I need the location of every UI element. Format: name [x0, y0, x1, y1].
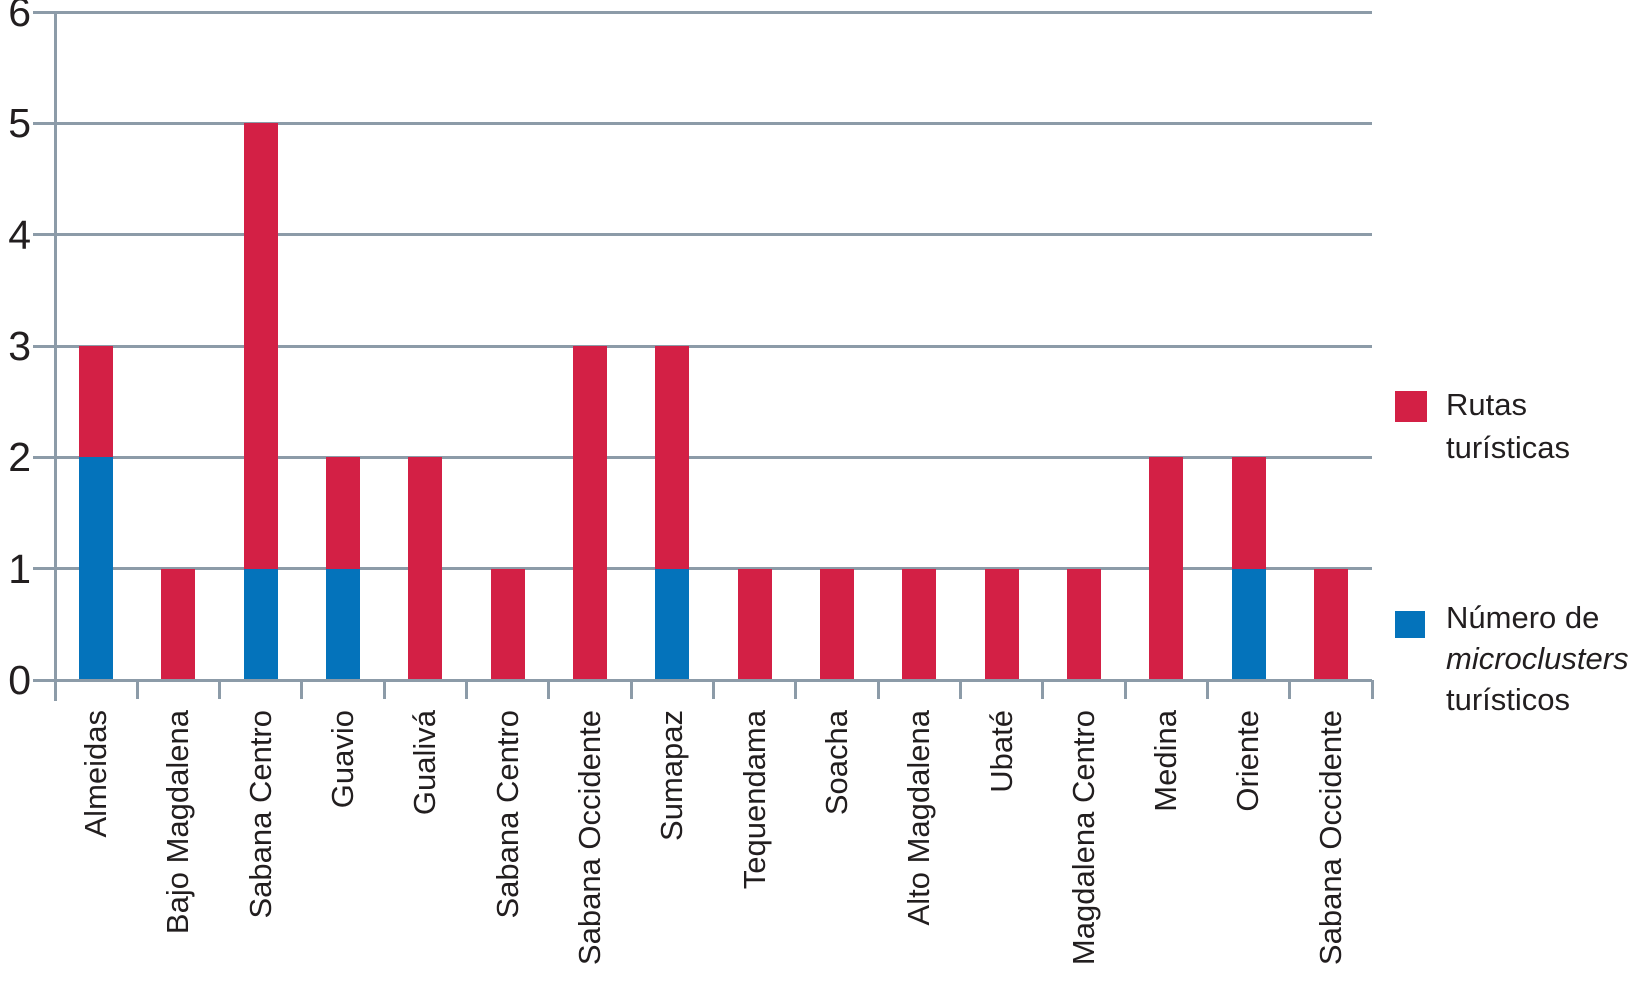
- x-label-cell-15: Sabana Occidente: [1290, 710, 1372, 989]
- legend-label-line: Número de: [1446, 600, 1600, 635]
- bar-segment-microclusters-14: [1231, 568, 1266, 680]
- x-label-cell-10: Alto Magdalena: [878, 710, 960, 989]
- x-axis-tick-2: [218, 680, 222, 699]
- gridline-y4: [33, 233, 1372, 237]
- x-label-cell-6: Sabana Occidente: [549, 710, 631, 989]
- x-label-cell-12: Magdalena Centro: [1043, 710, 1125, 989]
- x-axis-tick-1: [135, 680, 139, 699]
- y-tick-label-5: 5: [8, 100, 31, 147]
- bar-segment-rutas-15: [1313, 568, 1348, 680]
- category-label-4: Gualivá: [407, 710, 443, 816]
- gridline-y5: [33, 121, 1372, 125]
- legend-label-line: Rutas: [1446, 387, 1527, 422]
- bar-segment-rutas-8: [737, 568, 772, 680]
- x-axis-tick-3: [300, 680, 304, 699]
- x-axis-tick-12: [1041, 680, 1045, 699]
- x-label-cell-3: Guavio: [302, 710, 384, 989]
- x-label-cell-9: Soacha: [796, 710, 878, 989]
- bar-segment-rutas-0: [79, 346, 114, 458]
- category-label-15: Sabana Occidente: [1312, 710, 1348, 966]
- x-axis-tick-16: [1370, 680, 1374, 699]
- category-label-2: Sabana Centro: [242, 710, 278, 919]
- x-label-cell-8: Tequendama: [714, 710, 796, 989]
- category-label-3: Guavio: [325, 710, 361, 809]
- legend-label-line: turísticos: [1446, 682, 1571, 717]
- category-label-14: Oriente: [1230, 710, 1266, 812]
- y-axis-line: [53, 10, 57, 701]
- category-label-13: Medina: [1148, 710, 1184, 812]
- bar-segment-rutas-5: [490, 568, 525, 680]
- category-label-5: Sabana Centro: [489, 710, 525, 919]
- bar-segment-rutas-7: [655, 346, 690, 569]
- gridline-y2: [33, 455, 1372, 459]
- x-axis-tick-5: [465, 680, 469, 699]
- bar-segment-microclusters-0: [79, 457, 114, 680]
- category-label-1: Bajo Magdalena: [160, 710, 196, 935]
- bar-segment-rutas-2: [243, 123, 278, 569]
- x-label-cell-4: Gualivá: [384, 710, 466, 989]
- y-tick-label-0: 0: [8, 657, 31, 703]
- category-label-7: Sumapaz: [654, 710, 690, 841]
- x-label-cell-14: Oriente: [1207, 710, 1289, 989]
- gridline-y6: [33, 10, 1372, 14]
- category-label-6: Sabana Occidente: [571, 710, 607, 966]
- x-axis-tick-8: [712, 680, 715, 699]
- bar-segment-rutas-11: [984, 568, 1019, 680]
- category-label-12: Magdalena Centro: [1065, 710, 1101, 966]
- x-axis-tick-13: [1123, 680, 1127, 699]
- gridline-y1: [33, 567, 1372, 571]
- legend-swatch-microclusters: [1395, 611, 1425, 638]
- y-tick-label-4: 4: [8, 211, 31, 258]
- bar-segment-rutas-4: [408, 457, 443, 680]
- bar-segment-rutas-1: [161, 568, 196, 680]
- y-tick-label-3: 3: [8, 323, 31, 369]
- bar-segment-microclusters-7: [655, 568, 690, 680]
- y-tick-label-2: 2: [8, 434, 31, 481]
- x-label-cell-11: Ubaté: [960, 710, 1042, 989]
- bar-segment-rutas-12: [1066, 568, 1101, 680]
- category-label-10: Alto Magdalena: [901, 710, 937, 926]
- bar-segment-microclusters-2: [243, 568, 278, 680]
- gridline-y3: [33, 344, 1372, 348]
- legend-label-rutas: Rutas turísticas: [1446, 383, 1570, 469]
- category-label-9: Soacha: [818, 710, 854, 816]
- plot-area: 0 1 2 3 4 5 6 Almeidas Bajo Magdalena Sabana Cen…: [8, 0, 1374, 965]
- x-axis-line: [33, 678, 1372, 682]
- x-label-cell-13: Medina: [1125, 710, 1207, 989]
- bar-segment-rutas-14: [1231, 457, 1266, 569]
- legend-swatch-rutas: [1395, 391, 1427, 422]
- bar-segment-rutas-9: [819, 568, 854, 680]
- x-axis-tick-7: [629, 680, 633, 699]
- x-label-cell-2: Sabana Centro: [220, 710, 302, 989]
- legend-label-line: turísticas: [1446, 430, 1571, 465]
- x-axis-tick-9: [794, 680, 798, 699]
- x-axis-tick-14: [1205, 680, 1209, 699]
- category-label-8: Tequendama: [736, 710, 772, 890]
- x-axis-tick-15: [1288, 680, 1292, 699]
- legend-label-line: microclusters: [1446, 641, 1629, 676]
- y-tick-label-6: 6: [8, 0, 31, 35]
- x-label-cell-7: Sumapaz: [631, 710, 713, 989]
- category-label-0: Almeidas: [78, 710, 114, 838]
- x-axis-tick-10: [876, 680, 880, 699]
- x-axis-tick-4: [382, 680, 386, 699]
- bar-segment-rutas-3: [326, 457, 361, 569]
- y-tick-label-1: 1: [8, 545, 31, 592]
- category-label-11: Ubaté: [983, 710, 1019, 793]
- x-axis-tick-6: [547, 680, 551, 699]
- x-label-cell-0: Almeidas: [55, 710, 137, 989]
- x-label-cell-5: Sabana Centro: [467, 710, 549, 989]
- bar-segment-rutas-10: [902, 568, 937, 680]
- legend-label-microclusters: Número de microclusters turísticos: [1446, 597, 1629, 720]
- bar-segment-rutas-13: [1149, 457, 1184, 680]
- x-axis-tick-11: [958, 680, 962, 699]
- x-label-cell-1: Bajo Magdalena: [137, 710, 219, 989]
- bar-segment-microclusters-3: [326, 568, 361, 680]
- bar-segment-rutas-6: [573, 346, 608, 680]
